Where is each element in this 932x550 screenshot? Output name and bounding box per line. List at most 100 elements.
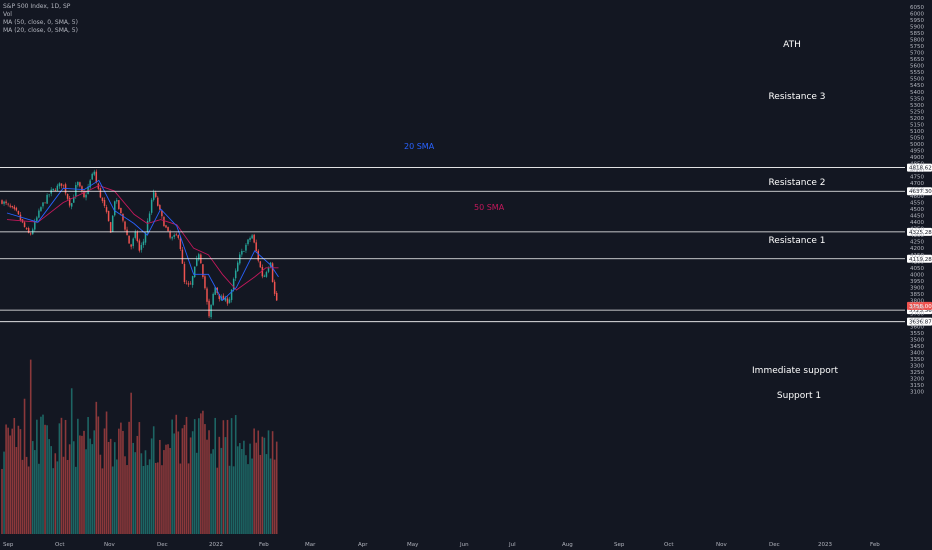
y-tick-label: 4500 [910,207,924,213]
volume-bar [132,442,134,534]
candle-body [62,184,65,186]
time-axis: Sep Oct Nov Dec 2022 Feb Mar Apr May Jun Jul Aug Sep… [3,542,880,548]
volume-bar [38,463,40,534]
candle-body [66,194,69,199]
volume-bar [257,430,260,534]
y-tick-label: 3900 [910,285,924,291]
x-tick-label: Apr [358,542,368,548]
volume-bar [120,422,122,534]
volume-bar [91,444,93,534]
volume-bar [42,414,44,534]
candle-body [15,207,18,211]
volume-bar [195,452,198,534]
ma20-indicator-label: MA (20, close, 0, SMA, 5) [3,27,78,34]
volume-bar [263,437,266,534]
candle-body [130,244,132,247]
level-price-tag [907,187,932,196]
candle-body [210,304,212,318]
level-price-tag-text: 3636.87 [909,320,932,326]
x-tick-label: Jun [459,542,469,548]
candle-body [73,197,75,203]
volume-bar [130,392,132,534]
y-tick-label: 5900 [910,25,924,31]
candle-body [107,210,110,222]
volume-bar [142,465,145,534]
candle-body [118,200,120,210]
candle-body [36,217,38,222]
candle-body [146,220,149,233]
y-tick-label: 3500 [910,338,924,344]
volume-bar [95,401,98,534]
chart-legend: S&P 500 Index, 1D, SP Vol MA (50, close,… [3,3,78,35]
volume-bar [140,453,143,534]
volume-bar [198,418,200,534]
volume-bar [159,439,161,534]
volume-bar [79,435,81,534]
x-tick-label: Feb [870,542,880,548]
moving-averages: 20 SMA 50 SMA [6,142,505,302]
level-price-tag-text: 4325.28 [909,230,932,236]
volume-bar [81,435,83,534]
candle-body [23,222,26,228]
level-price-tag [907,254,932,263]
candle-body [58,183,61,187]
candle-body [224,297,227,301]
level-price-tag-text: 4119.28 [909,257,932,263]
level-price-tag-text: 4637.30 [909,189,932,195]
volume-bar [271,431,274,534]
candle-body [75,185,77,197]
candle-body [60,183,63,186]
candle-body [56,185,59,191]
candle-body [251,235,253,239]
candle-body [29,233,32,235]
x-tick-label: Dec [769,542,780,548]
volume-histogram [1,359,278,534]
y-tick-label: 5700 [910,51,924,57]
candle-body [230,289,233,300]
current-price-tag-text: 3758.00 [909,304,932,310]
volume-bar [152,426,155,534]
x-tick-label: Oct [55,542,65,548]
volume-bar [58,423,61,534]
volume-bar [62,456,65,534]
x-tick-label: Jul [508,542,516,548]
y-tick-label: 4950 [910,148,924,154]
volume-bar [236,446,239,534]
candle-body [17,210,20,215]
volume-bar [259,454,262,534]
x-tick-label: Nov [716,542,727,548]
volume-bar [224,437,227,534]
price-axis: 6050600059505900585058005750570056505600… [910,5,924,396]
y-tick-label: 4300 [910,233,924,239]
candle-body [187,283,190,285]
candle-body [271,263,274,283]
volume-bar [5,424,7,534]
candle-body [193,266,196,278]
volume-bar [234,415,237,534]
candle-body [122,213,124,221]
volume-bar [226,419,229,534]
y-tick-label: 4050 [910,266,924,272]
candle-body [40,207,42,211]
candle-body [169,232,171,238]
candle-body [253,234,255,243]
candle-body [206,288,208,302]
candle-body [120,208,122,214]
volume-bar [169,447,171,534]
y-tick-label: 4150 [910,253,924,259]
candle-body [261,267,264,277]
level-label: ATH [783,40,801,50]
y-tick-label: 6050 [910,5,924,11]
volume-bar [245,455,247,534]
candle-body [196,258,198,266]
volume-bar [64,419,67,534]
volume-bar [60,417,63,534]
level-label: Resistance 1 [768,236,825,246]
candle-body [44,202,46,204]
y-tick-label: 3450 [910,344,924,350]
candle-body [257,250,259,261]
candle-body [245,244,247,251]
y-tick-label: 4700 [910,181,924,187]
y-tick-label: 3550 [910,331,924,337]
